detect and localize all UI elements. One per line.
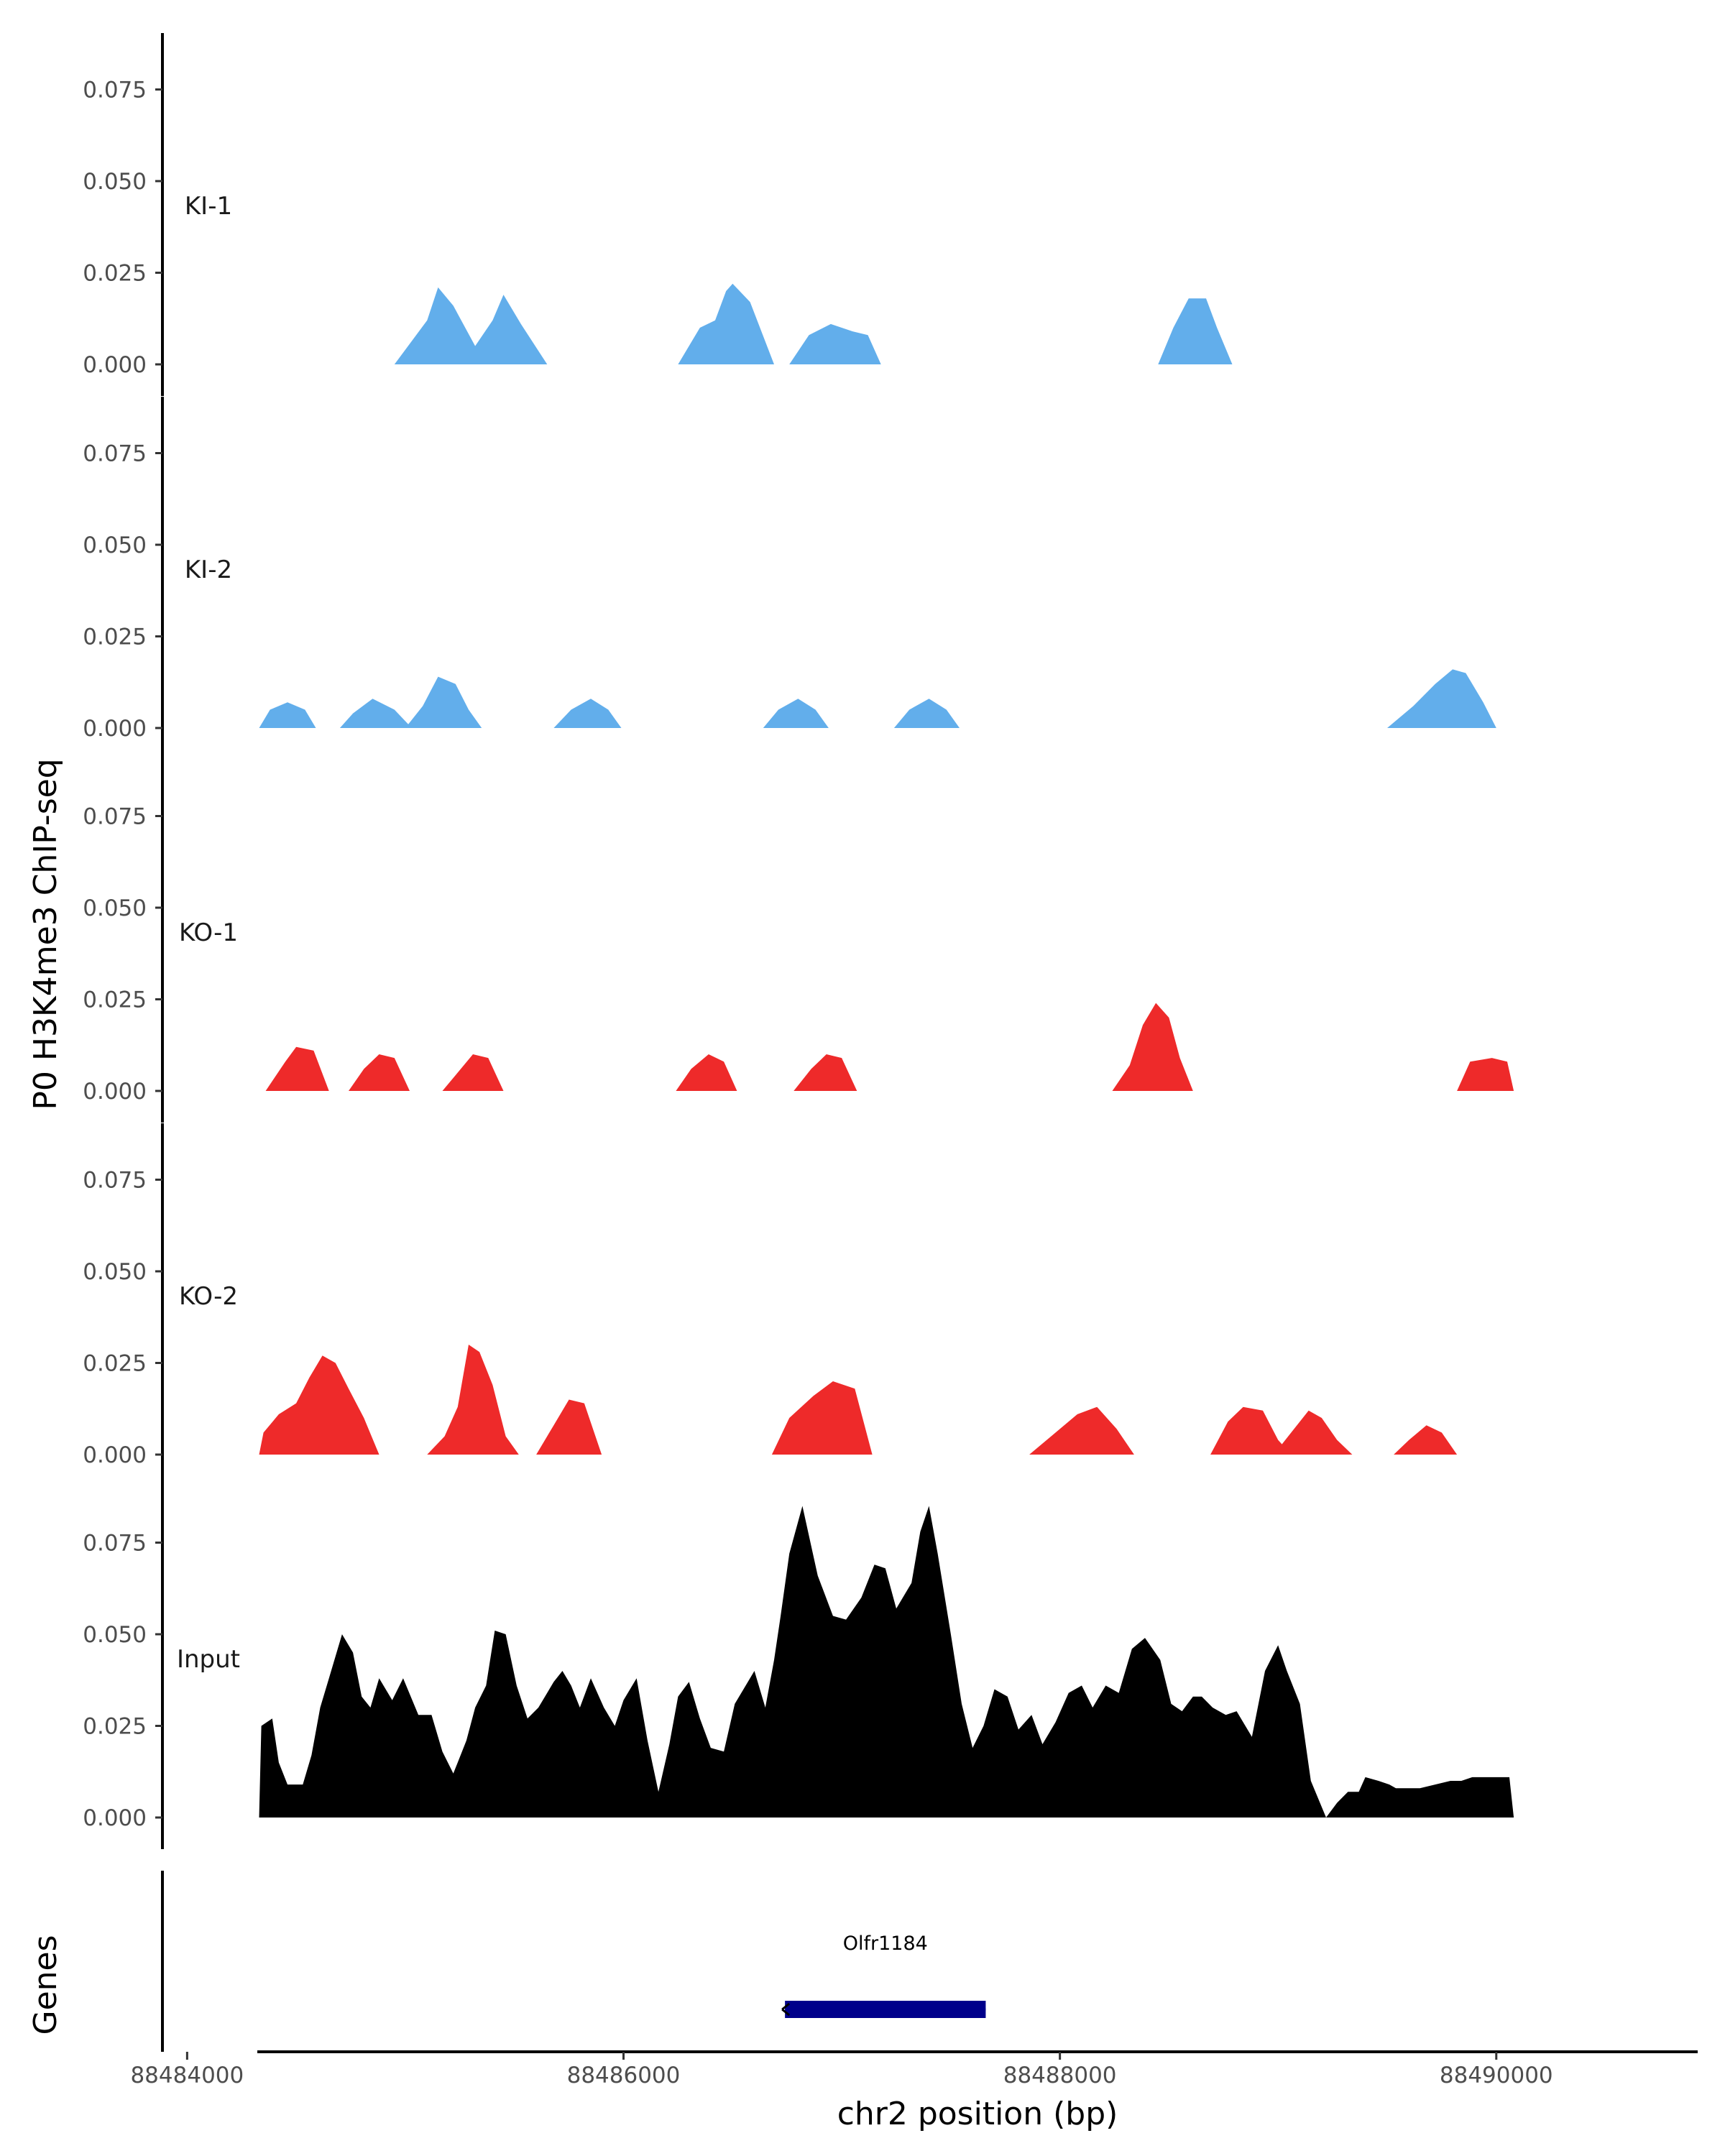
strand-arrow: [781, 2002, 791, 2017]
y-tick-label: 0.025: [83, 1351, 147, 1377]
peak-ki-1-3: [789, 323, 881, 364]
y-tick-label: 0.025: [83, 987, 147, 1013]
panel-ki-2: 0.000 0.025 0.050 0.075 KI-2: [83, 397, 1496, 760]
x-axis: 88484000 88486000 88488000 88490000: [130, 2050, 1698, 2088]
peak-ko-2-1: [259, 1355, 380, 1455]
panel-label: KO-1: [179, 918, 238, 947]
panel-ko-2: 0.000 0.025 0.050 0.075 KO-2: [83, 1123, 1458, 1486]
x-tick-label: 88488000: [1003, 2063, 1117, 2088]
y-tick-label: 0.000: [83, 352, 147, 378]
peak-ki-2-4: [553, 699, 622, 728]
peak-ki-2-1: [259, 702, 316, 728]
panel-label: KI-1: [185, 192, 232, 221]
y-tick-label: 0.000: [83, 1442, 147, 1468]
y-tick-label: 0.075: [83, 1168, 147, 1194]
y-tick-label: 0.050: [83, 169, 147, 195]
genes-axis-title: Genes: [27, 1935, 64, 2035]
signal-input: [259, 1506, 1514, 1818]
y-tick-label: 0.000: [83, 1805, 147, 1831]
y-tick-label: 0.050: [83, 1259, 147, 1285]
peak-ki-1-4: [1158, 298, 1233, 364]
y-tick-label: 0.000: [83, 1079, 147, 1105]
track-panels: 0.0000.0250.0500.075KI-10.0000.0250.0500…: [83, 33, 1514, 1849]
peak-ko-1-4: [676, 1054, 737, 1091]
peak-ko-2-5: [1029, 1406, 1134, 1455]
peak-ko-2-7: [1274, 1410, 1353, 1455]
y-axis-title: P0 H3K4me3 ChIP-seq: [27, 758, 64, 1110]
panel-ko-1: 0.000 0.025 0.050 0.075 KO-1: [83, 760, 1514, 1123]
x-tick-label: 88490000: [1440, 2063, 1553, 2088]
x-axis-title: chr2 position (bp): [837, 2096, 1118, 2132]
y-tick-label: 0.025: [83, 625, 147, 650]
y-tick-label: 0.075: [83, 441, 147, 467]
y-tick-label: 0.050: [83, 895, 147, 921]
x-tick-label: 88486000: [567, 2063, 681, 2088]
y-tick-label: 0.075: [83, 804, 147, 830]
peak-ko-1-5: [794, 1054, 857, 1091]
gene-label: Olfr1184: [843, 1932, 928, 1955]
peak-ko-2-8: [1394, 1425, 1458, 1455]
peak-ki-2-2: [339, 699, 412, 728]
peak-ko-1-7: [1457, 1058, 1514, 1091]
gene-body: [785, 2001, 986, 2018]
peak-ko-2-6: [1210, 1406, 1292, 1455]
y-tick-label: 0.075: [83, 1531, 147, 1557]
peak-ko-1-2: [349, 1054, 410, 1091]
panel-label: KI-2: [185, 556, 232, 584]
peak-ko-2-3: [536, 1399, 602, 1455]
y-tick-label: 0.075: [83, 78, 147, 103]
gene-track: Olfr1184: [161, 1871, 986, 2052]
x-tick-label: 88484000: [130, 2063, 244, 2088]
peak-ki-1-1: [394, 287, 548, 364]
y-tick-label: 0.050: [83, 533, 147, 558]
y-tick-label: 0.025: [83, 1714, 147, 1740]
peak-ki-2-7: [1387, 669, 1496, 728]
panel-ki-1: 0.000 0.025 0.050 0.075 KI-1: [83, 33, 1233, 396]
panel-label: Input: [177, 1645, 240, 1674]
panel-input: 0.000 0.025 0.050 0.075 Input: [83, 1486, 1514, 1849]
peak-ki-2-3: [405, 676, 482, 728]
peak-ki-2-6: [893, 699, 960, 728]
y-tick-label: 0.050: [83, 1622, 147, 1648]
peak-ko-1-3: [442, 1054, 504, 1091]
y-tick-label: 0.000: [83, 716, 147, 742]
panel-label: KO-2: [179, 1282, 238, 1311]
peak-ko-1-6: [1112, 1003, 1193, 1091]
peak-ko-2-4: [771, 1381, 873, 1455]
peak-ki-2-5: [763, 699, 829, 728]
y-tick-label: 0.025: [83, 261, 147, 287]
peak-ko-1-1: [265, 1046, 329, 1091]
peak-ko-2-2: [427, 1345, 519, 1455]
peak-ki-1-2: [678, 283, 774, 364]
